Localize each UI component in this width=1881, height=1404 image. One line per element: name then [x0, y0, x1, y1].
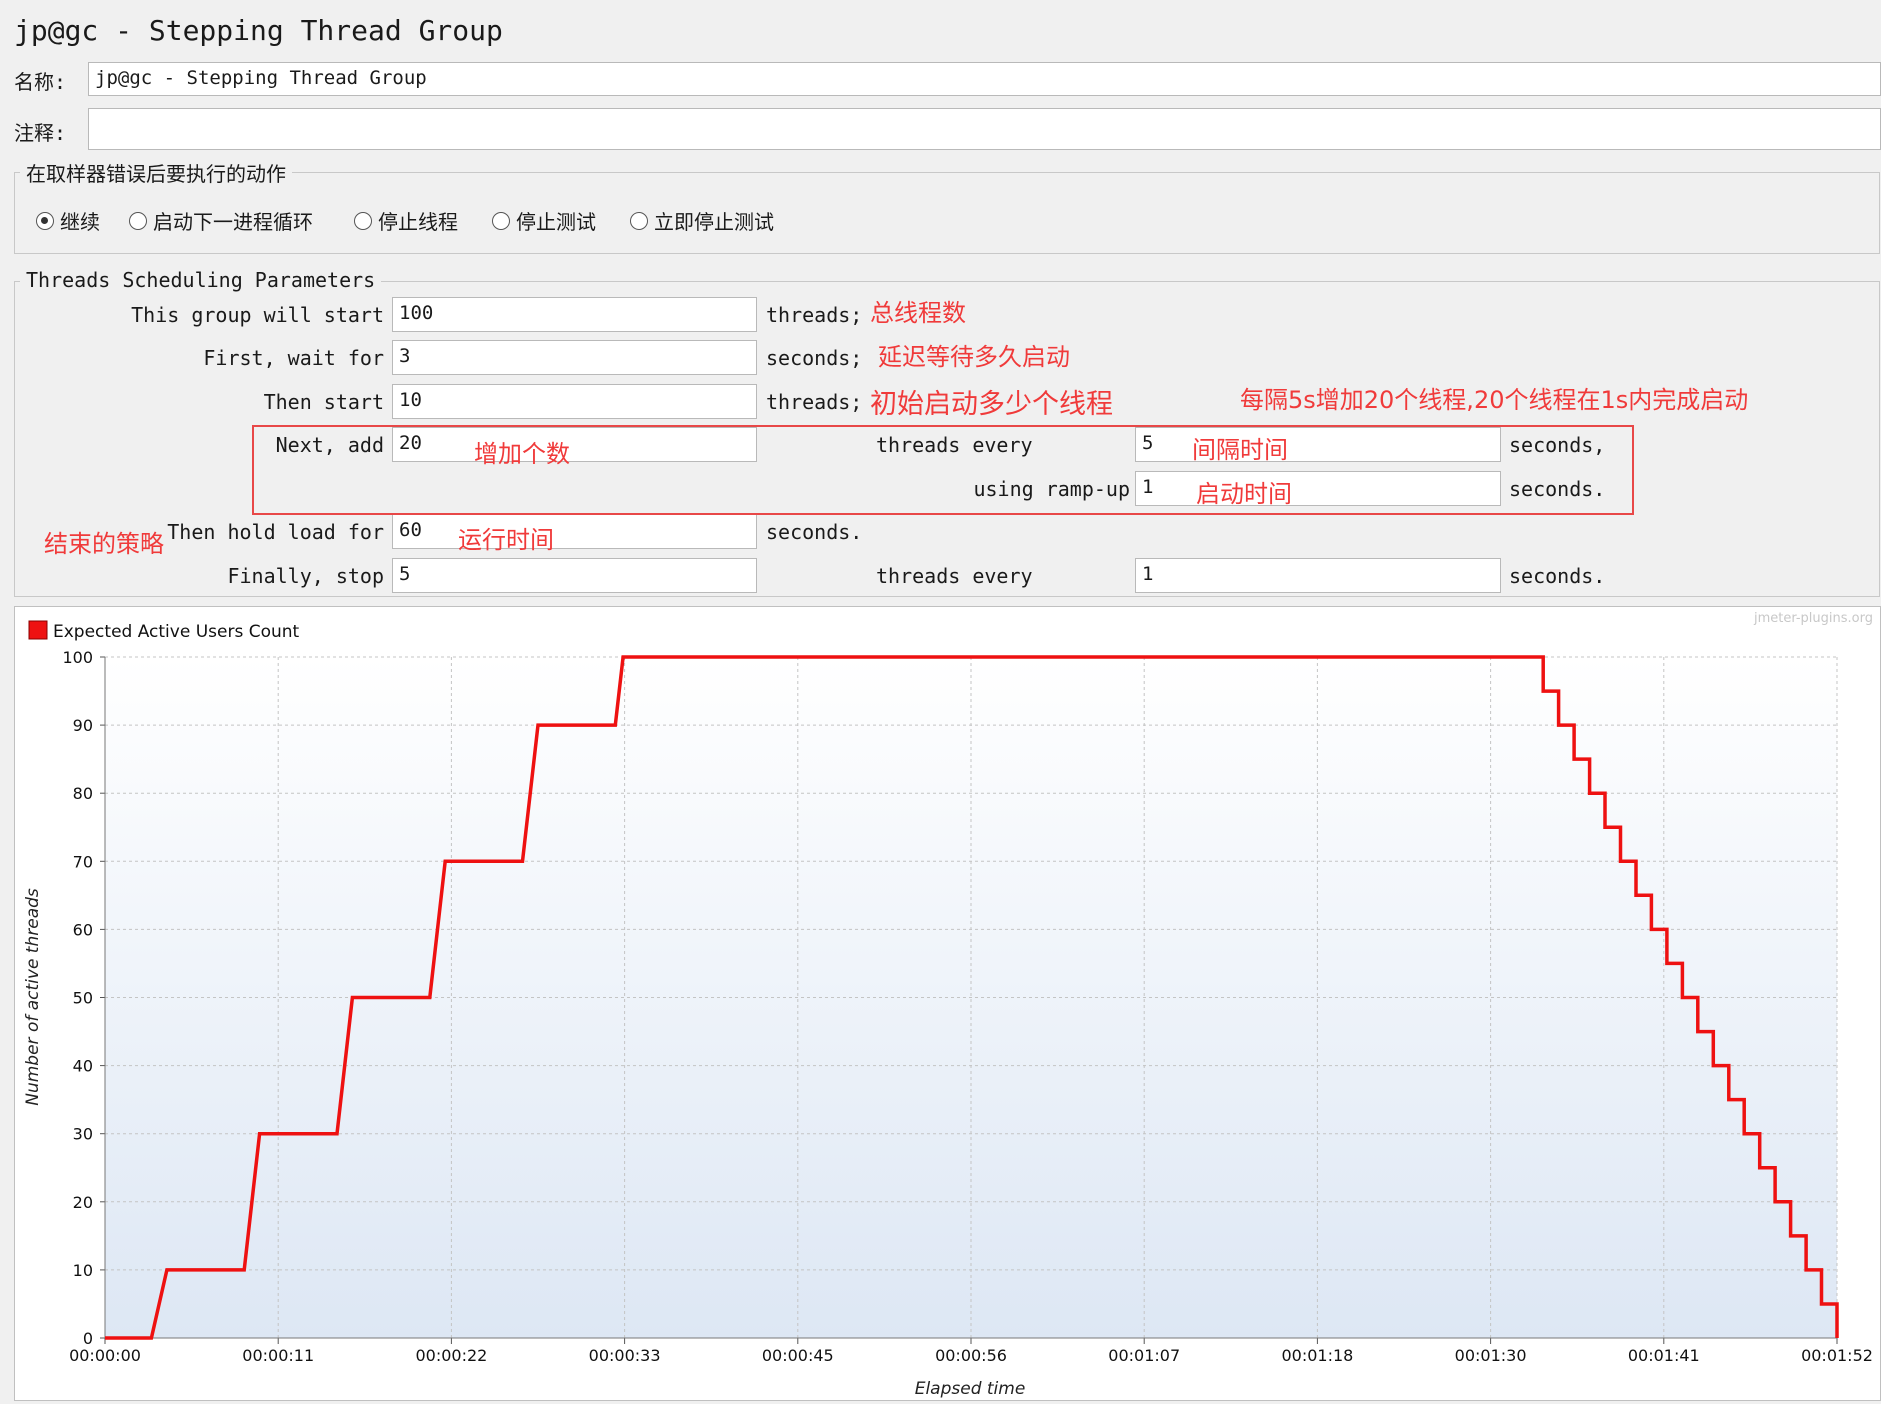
finally-stop-unit: seconds. [1509, 564, 1606, 588]
legend-label: Expected Active Users Count [53, 622, 300, 642]
ramp-up-label: using ramp-up [973, 477, 1130, 501]
x-tick-label: 00:00:33 [589, 1346, 661, 1365]
ramp-up-unit: seconds. [1509, 477, 1606, 501]
annotation-run-time: 运行时间 [458, 526, 554, 554]
radio-label: 启动下一进程循环 [153, 210, 313, 234]
y-tick-label: 30 [73, 1125, 93, 1144]
annotation-rampup: 启动时间 [1196, 480, 1292, 508]
comment-input[interactable] [88, 108, 1881, 150]
finally-stop-label: Finally, stop [227, 564, 384, 588]
radio-selected-icon [36, 211, 54, 230]
y-tick-label: 0 [83, 1329, 93, 1348]
y-tick-label: 90 [73, 716, 93, 735]
x-tick-label: 00:01:18 [1281, 1346, 1353, 1365]
x-tick-label: 00:00:00 [69, 1346, 141, 1365]
window-title: jp@gc - Stepping Thread Group [14, 14, 503, 47]
annotation-total-threads: 总线程数 [870, 299, 966, 327]
annotation-interval: 间隔时间 [1192, 436, 1288, 464]
annotation-step-note: 每隔5s增加20个线程,20个线程在1s内完成启动 [1240, 386, 1749, 414]
radio-icon [630, 211, 648, 230]
next-add-mid-label: threads every [876, 433, 1033, 457]
scheduling-title: Threads Scheduling Parameters [20, 268, 382, 292]
y-tick-label: 10 [73, 1261, 93, 1280]
scheduling-group [14, 281, 1880, 597]
x-tick-label: 00:01:52 [1801, 1346, 1873, 1365]
name-label: 名称: [14, 70, 67, 94]
x-tick-label: 00:00:45 [762, 1346, 834, 1365]
start-threads-label: This group will start [131, 303, 384, 327]
legend-swatch [28, 620, 48, 640]
stop-interval-input[interactable]: 1 [1135, 558, 1501, 593]
next-add-input[interactable]: 20 [392, 427, 757, 462]
start-threads-input[interactable]: 100 [392, 297, 757, 332]
x-tick-label: 00:00:22 [415, 1346, 487, 1365]
radio-label: 继续 [60, 210, 100, 234]
y-axis-label: Number of active threads [23, 888, 43, 1106]
radio-label: 停止线程 [378, 210, 458, 234]
annotation-initial: 初始启动多少个线程 [870, 389, 1113, 420]
x-tick-label: 00:01:07 [1108, 1346, 1180, 1365]
radio-icon [492, 211, 510, 230]
y-tick-label: 80 [73, 784, 93, 803]
chart-panel: jmeter-plugins.org Expected Active Users… [14, 606, 1881, 1401]
initial-delay-unit: seconds; [766, 346, 863, 370]
annotation-highlight-box [252, 425, 1634, 515]
radio-stop-thread[interactable]: 停止线程 [354, 206, 458, 235]
finally-stop-mid-label: threads every [876, 564, 1033, 588]
annotation-end-strategy: 结束的策略 [44, 530, 164, 558]
x-axis-label: Elapsed time [915, 1379, 1026, 1399]
radio-stop-test-now[interactable]: 立即停止测试 [630, 206, 774, 235]
ramp-up-input[interactable]: 1 [1135, 471, 1501, 506]
radio-start-next-loop[interactable]: 启动下一进程循环 [129, 206, 313, 235]
y-tick-label: 50 [73, 989, 93, 1008]
error-action-title: 在取样器错误后要执行的动作 [20, 158, 292, 187]
name-input[interactable]: jp@gc - Stepping Thread Group [88, 62, 1881, 96]
y-tick-label: 60 [73, 920, 93, 939]
annotation-add-count: 增加个数 [474, 440, 570, 468]
y-tick-label: 100 [62, 648, 93, 667]
start-threads-unit: threads; [766, 303, 863, 327]
y-tick-label: 40 [73, 1057, 93, 1076]
next-add-unit: seconds, [1509, 433, 1606, 457]
initial-delay-input[interactable]: 3 [392, 340, 757, 375]
hold-load-unit: seconds. [766, 520, 863, 544]
x-tick-label: 00:01:30 [1455, 1346, 1527, 1365]
then-start-input[interactable]: 10 [392, 384, 757, 419]
x-tick-label: 00:00:11 [242, 1346, 314, 1365]
chart-watermark: jmeter-plugins.org [1753, 611, 1873, 626]
x-tick-label: 00:00:56 [935, 1346, 1007, 1365]
y-tick-label: 70 [73, 852, 93, 871]
y-tick-label: 20 [73, 1193, 93, 1212]
initial-delay-label: First, wait for [203, 346, 384, 370]
x-tick-label: 00:01:41 [1628, 1346, 1700, 1365]
radio-label: 停止测试 [516, 210, 596, 234]
hold-load-label: Then hold load for [167, 520, 384, 544]
finally-stop-input[interactable]: 5 [392, 558, 757, 593]
radio-label: 立即停止测试 [654, 210, 774, 234]
radio-icon [129, 211, 147, 230]
then-start-unit: threads; [766, 390, 863, 414]
series-line-expected-active-users [105, 655, 1839, 1340]
add-interval-input[interactable]: 5 [1135, 427, 1501, 462]
plot-area: 0 10 20 30 40 50 60 70 80 90 100 00:00:00 00:00:11 00… [62, 648, 1872, 1365]
radio-stop-test[interactable]: 停止测试 [492, 206, 596, 235]
active-threads-chart: jmeter-plugins.org Expected Active Users… [23, 611, 1873, 1399]
radio-icon [354, 211, 372, 230]
annotation-delay: 延迟等待多久启动 [878, 343, 1070, 371]
comment-label: 注释: [14, 121, 67, 145]
next-add-label: Next, add [275, 433, 384, 457]
radio-continue[interactable]: 继续 [36, 206, 100, 235]
error-action-group [14, 172, 1880, 254]
then-start-label: Then start [263, 390, 384, 414]
hold-load-input[interactable]: 60 [392, 514, 757, 549]
